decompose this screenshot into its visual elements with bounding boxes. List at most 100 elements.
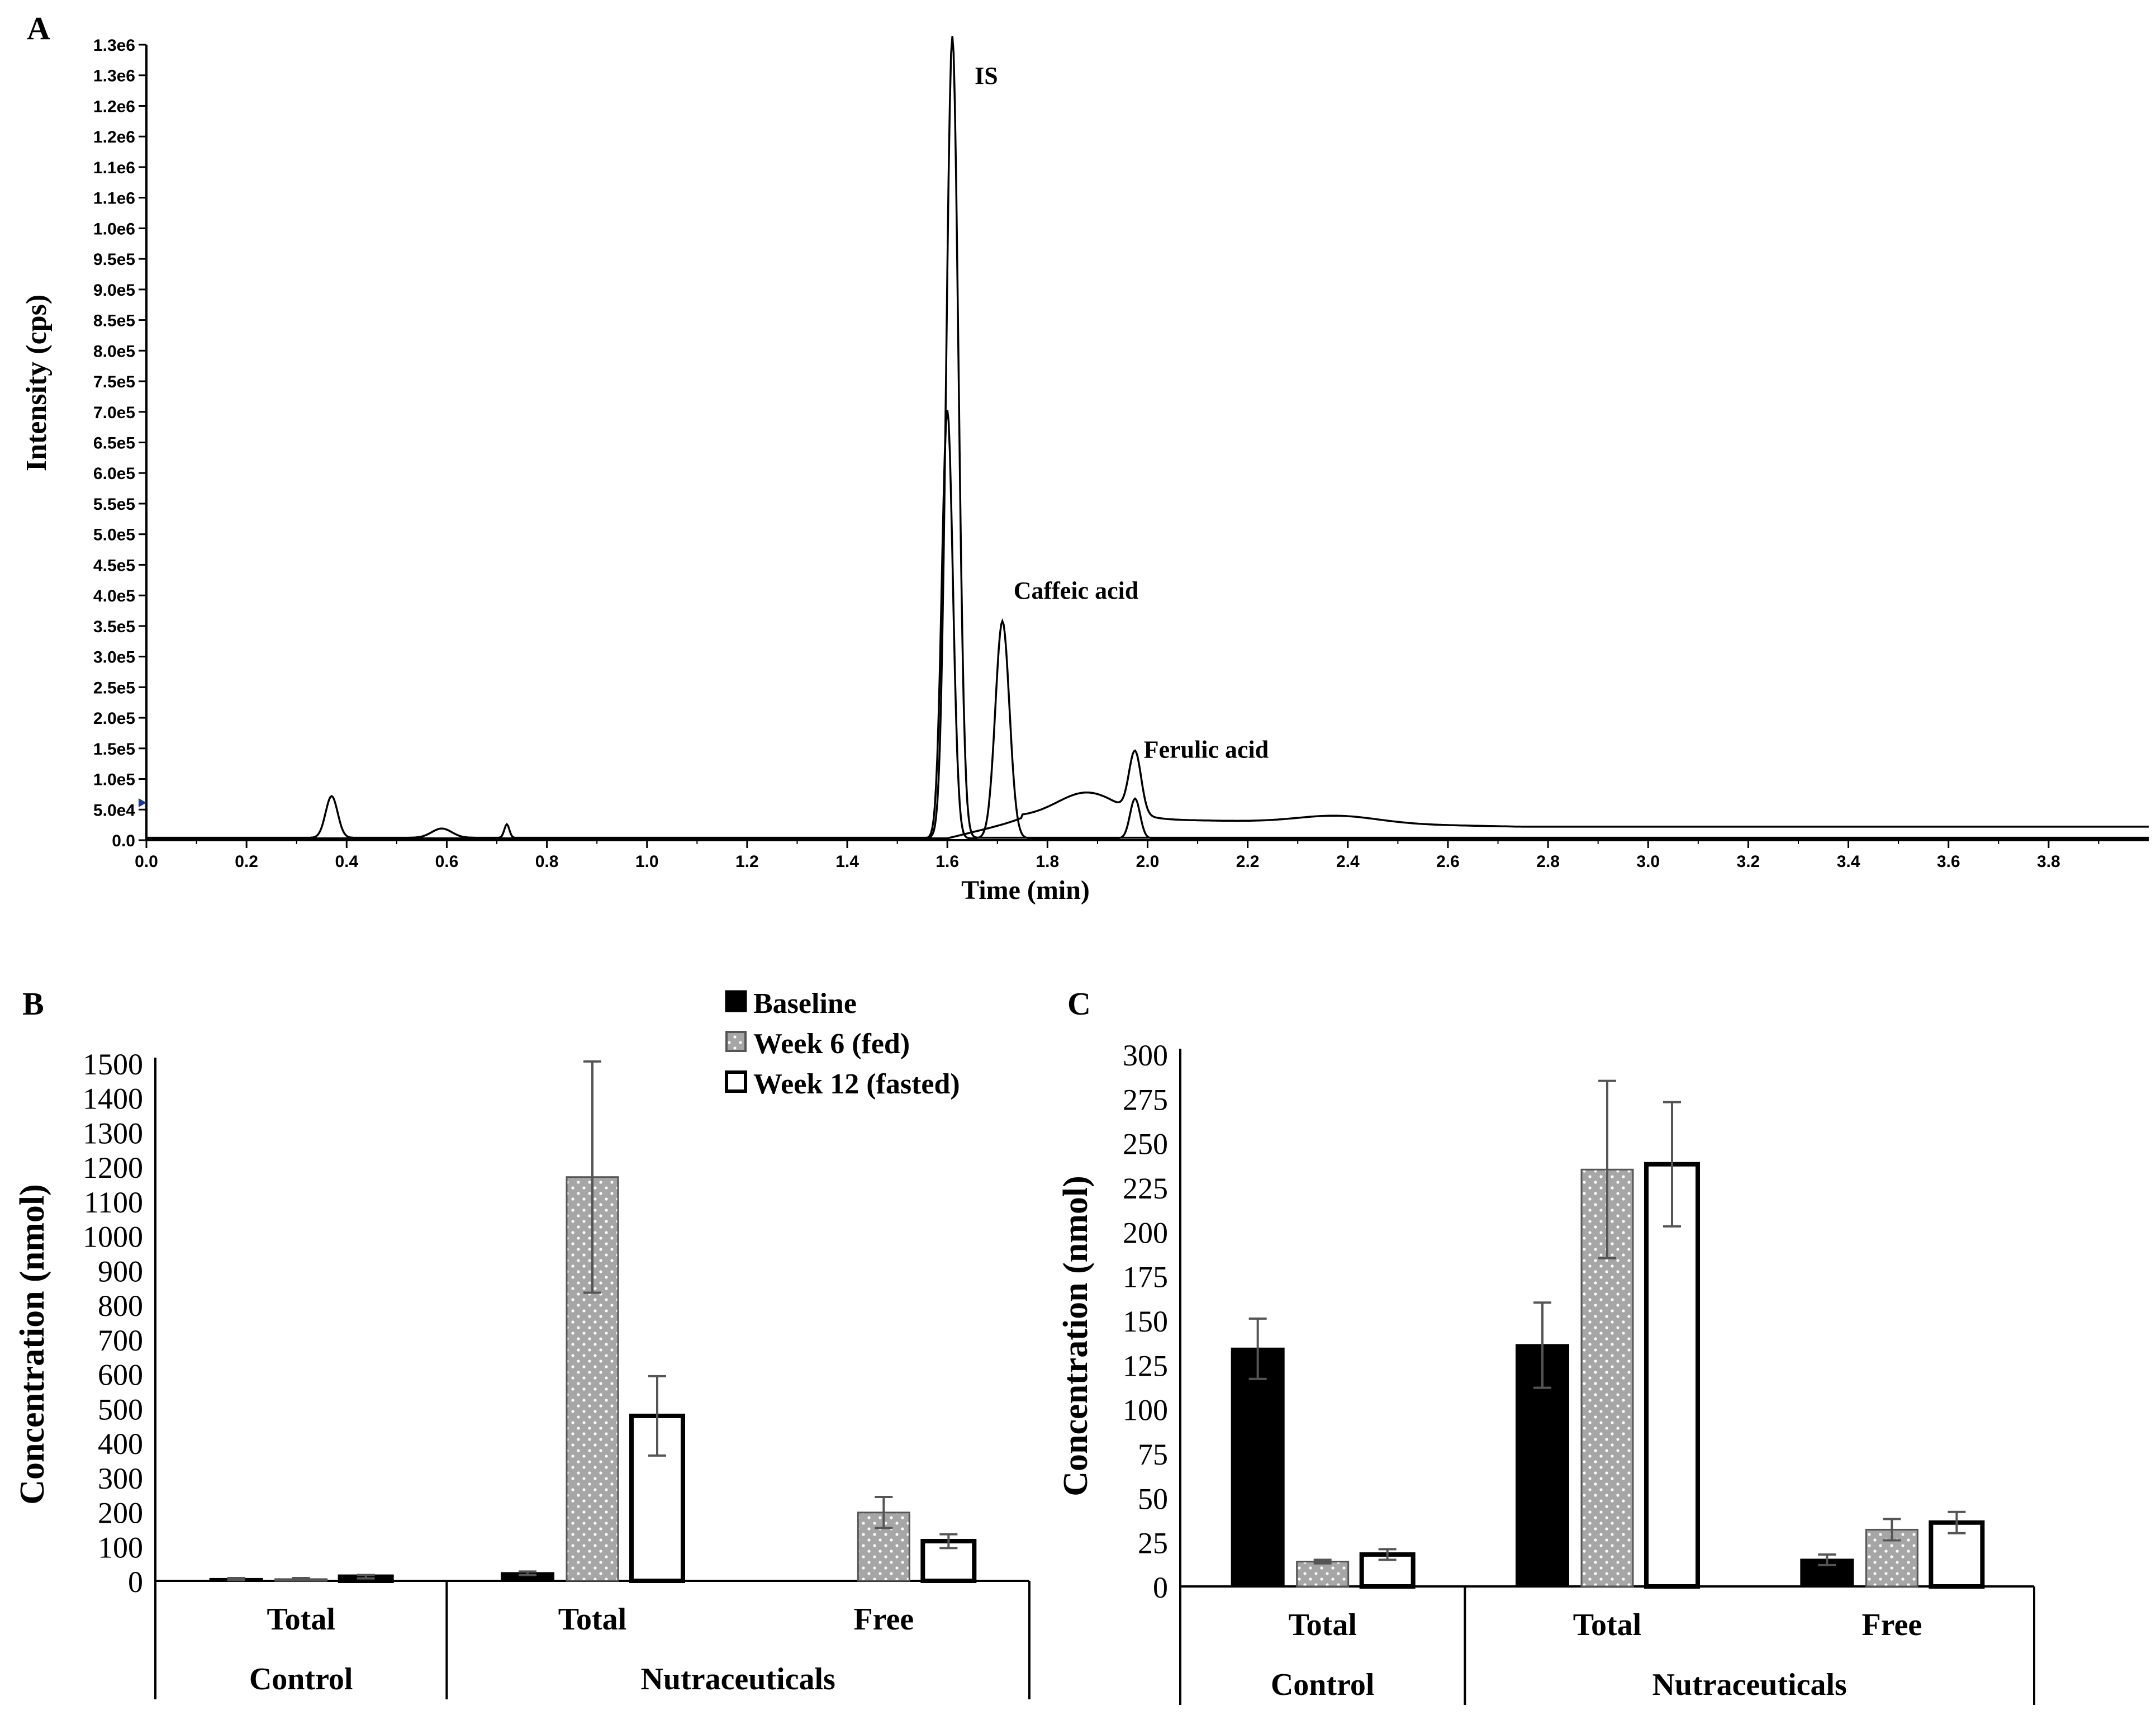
y-tick-label: 1.2e6	[93, 97, 135, 116]
chromatogram-x-label: Time (min)	[961, 875, 1090, 905]
group-label-nutraceuticals: Nutraceuticals	[1652, 1667, 1846, 1702]
y-tick-label: 1.0e5	[93, 771, 135, 789]
marker-triangle-icon	[139, 798, 146, 807]
y-tick-label: 0.0	[112, 832, 135, 850]
x-tick-label: 1.0	[635, 852, 659, 871]
panel-label-a: A	[27, 10, 50, 46]
x-tick-label: 1.2	[735, 852, 759, 871]
x-tick-label: 1.6	[935, 852, 959, 871]
peak-annotation: Ferulic acid	[1144, 736, 1269, 764]
x-tick-label: 2.2	[1236, 852, 1260, 871]
y-tick-label: 50	[1138, 1482, 1168, 1515]
y-tick-label: 1.3e6	[93, 36, 135, 55]
chromatogram-trace-3	[146, 749, 2149, 840]
y-tick-label: 200	[98, 1496, 143, 1530]
y-tick-label: 125	[1123, 1349, 1168, 1382]
legend-swatch-baseline	[725, 990, 747, 1012]
y-tick-label: 800	[98, 1289, 143, 1323]
y-tick-label: 700	[98, 1324, 143, 1357]
panel-label-c: C	[1067, 986, 1091, 1022]
x-tick-label: 0.8	[535, 852, 559, 871]
y-tick-label: 500	[98, 1392, 143, 1426]
y-tick-label: 1.2e6	[93, 128, 135, 146]
legend-swatch-week12	[725, 1070, 747, 1093]
panel-label-b: B	[22, 986, 44, 1022]
y-tick-label: 1.1e6	[93, 189, 135, 208]
y-tick-label: 1300	[83, 1116, 143, 1150]
y-tick-label: 900	[98, 1254, 143, 1288]
y-tick-label: 75	[1138, 1438, 1168, 1471]
x-tick-label: 3.0	[1636, 852, 1660, 871]
y-tick-label: 1100	[84, 1186, 143, 1219]
peak-annotation: IS	[975, 62, 998, 89]
y-tick-label: 25	[1138, 1527, 1168, 1560]
category-label: Total	[1288, 1608, 1356, 1642]
y-tick-label: 300	[1123, 1039, 1168, 1072]
chromatogram-trace-1	[146, 36, 2149, 839]
category-label: Total	[1573, 1608, 1641, 1642]
y-tick-label: 1.5e5	[93, 740, 135, 759]
legend-label-week6: Week 6 (fed)	[753, 1028, 910, 1060]
x-tick-label: 2.0	[1136, 852, 1160, 871]
bar-week12	[1644, 1162, 1700, 1589]
legend: Baseline Week 6 (fed) Week 12 (fasted)	[725, 988, 960, 1100]
x-tick-label: 1.8	[1036, 852, 1059, 871]
x-tick-label: 0.4	[335, 852, 358, 871]
x-tick-label: 3.2	[1737, 852, 1760, 871]
chromatogram-y-label: Intensity (cps)	[21, 295, 53, 471]
x-tick-label: 1.4	[835, 852, 859, 871]
y-tick-label: 2.0e5	[93, 709, 135, 728]
x-tick-label: 2.8	[1536, 852, 1560, 871]
y-tick-label: 100	[1123, 1394, 1168, 1427]
y-tick-label: 1400	[83, 1082, 143, 1116]
y-tick-label: 1200	[83, 1151, 143, 1185]
chromatogram-trace-2	[146, 410, 2149, 840]
y-tick-label: 250	[1123, 1127, 1168, 1161]
y-tick-label: 1.1e6	[93, 159, 135, 177]
y-tick-label: 9.5e5	[93, 250, 135, 269]
y-tick-label: 400	[98, 1427, 143, 1461]
y-tick-label: 225	[1123, 1172, 1168, 1205]
y-tick-label: 175	[1123, 1261, 1168, 1294]
bar-baseline	[1800, 1558, 1854, 1588]
y-tick-label: 300	[98, 1462, 143, 1495]
legend-label-week12: Week 12 (fasted)	[753, 1068, 960, 1100]
y-tick-label: 8.0e5	[93, 342, 135, 361]
y-tick-label: 150	[1123, 1305, 1168, 1338]
x-tick-label: 0.0	[135, 852, 158, 871]
x-tick-label: 3.6	[1937, 852, 1960, 871]
y-tick-label: 200	[1123, 1216, 1168, 1249]
y-tick-label: 5.0e5	[93, 526, 135, 544]
y-tick-label: 5.0e4	[93, 801, 135, 819]
x-tick-label: 0.2	[235, 852, 258, 871]
x-tick-label: 2.6	[1436, 852, 1460, 871]
peak-annotation: Caffeic acid	[1014, 577, 1139, 604]
legend-swatch-week6	[725, 1031, 747, 1052]
y-tick-label: 7.5e5	[93, 373, 135, 391]
chart-c-y-label: Concentration (nmol)	[1057, 1176, 1095, 1496]
x-tick-label: 3.8	[2037, 852, 2060, 871]
legend-label-baseline: Baseline	[753, 988, 857, 1020]
category-label: Total	[558, 1602, 626, 1637]
y-tick-label: 9.0e5	[93, 281, 135, 300]
chromatogram-panel: 0.0 5.0e4 1.0e5 1.5e5 2.0e5 2.5e5 3.0e5 3.5e5 4.…	[21, 36, 2149, 905]
y-tick-label: 4.5e5	[93, 556, 135, 575]
category-label: Free	[853, 1602, 914, 1637]
group-label-nutraceuticals: Nutraceuticals	[640, 1662, 835, 1697]
y-tick-label: 5.5e5	[93, 495, 135, 514]
bar-chart-c: 0 25 50 75 100 125 150 175 200 225 250 275 300 Total T…	[1057, 1039, 2035, 1705]
y-tick-label: 600	[98, 1358, 143, 1392]
y-tick-label: 3.5e5	[93, 618, 135, 636]
x-tick-label: 3.4	[1837, 852, 1860, 871]
category-label: Total	[267, 1602, 335, 1637]
y-tick-label: 6.5e5	[93, 434, 135, 453]
y-tick-label: 1.0e6	[93, 220, 135, 238]
y-tick-label: 1500	[83, 1048, 143, 1081]
y-tick-label: 3.0e5	[93, 648, 135, 667]
y-tick-label: 275	[1123, 1083, 1168, 1116]
y-tick-label: 2.5e5	[93, 679, 135, 697]
bar-chart-b: 0100200300400500600700800900100011001200…	[13, 1048, 1030, 1699]
bar-baseline	[1231, 1347, 1285, 1588]
bar-week6	[1296, 1561, 1350, 1588]
